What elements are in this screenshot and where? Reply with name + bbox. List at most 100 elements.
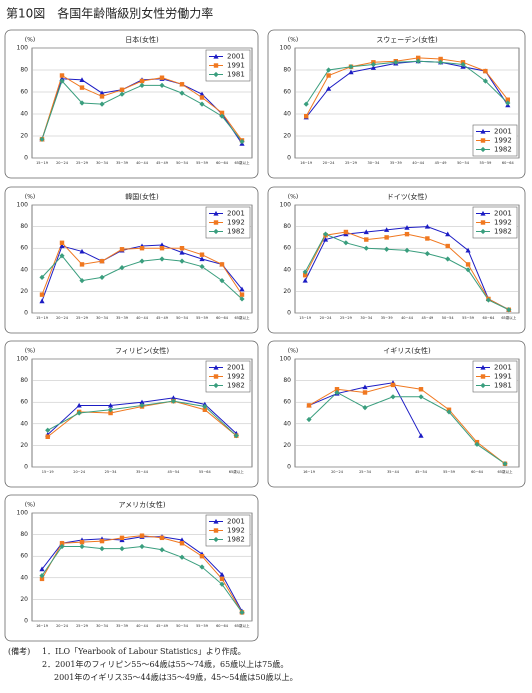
x-tick-label: 45~49 [156,161,168,165]
y-tick-label: 40 [283,420,291,427]
marker [303,101,309,107]
marker [79,539,85,545]
marker [322,236,329,242]
note: 1．ILO「Yearbook of Labour Statistics」より作成… [42,646,246,656]
y-tick-label: 20 [20,442,28,449]
marker [159,242,165,248]
marker [322,231,329,237]
x-tick-label: 65歳以上 [498,469,513,474]
marker [39,298,45,304]
marker [199,95,205,100]
marker [506,307,512,313]
y-tick-label: 80 [20,377,28,384]
y-tick-label: 0 [24,618,28,625]
marker [219,262,225,267]
y-tick-label: 80 [20,67,28,74]
y-axis-label: (%) [25,194,35,201]
y-tick-label: 60 [283,89,291,96]
x-tick-label: 50~54 [176,624,189,628]
panel-frame [267,340,526,488]
x-tick-label: 45~54 [415,470,428,474]
marker [363,245,369,251]
y-tick-label: 60 [20,399,28,406]
y-tick-label: 100 [17,45,29,52]
marker [306,416,312,423]
marker [348,69,354,75]
y-tick-label: 60 [20,553,28,560]
legend-label: 2001 [227,364,245,372]
marker [348,64,354,70]
marker [334,387,340,392]
x-tick-label: 15~19 [42,470,54,474]
marker [76,402,82,408]
marker [219,571,225,577]
marker [460,61,466,68]
legend-label: 1992 [227,527,245,535]
marker [139,402,145,409]
x-tick-label: 55~64 [199,470,212,474]
marker [79,248,85,254]
marker [445,243,450,249]
y-tick-label: 60 [20,89,28,96]
marker [302,269,308,275]
x-tick-label: 20~24 [56,316,69,320]
marker [239,292,245,297]
panel-title: ドイツ(女性) [387,192,428,201]
marker [159,245,165,251]
legend-label: 2001 [227,518,245,526]
y-tick-label: 0 [24,464,28,471]
marker [199,252,205,257]
marker [502,461,508,467]
marker [99,538,105,544]
x-tick-label: 16~19 [36,624,48,628]
series-line [305,60,509,105]
y-tick-label: 20 [20,133,28,140]
marker [384,246,390,252]
panel-title: アメリカ(女性) [118,500,165,509]
x-tick-label: 25~29 [76,624,88,628]
x-tick-label: 60~64 [216,624,229,628]
marker [170,395,177,400]
marker [219,110,225,116]
marker [480,146,486,153]
marker [202,407,208,412]
x-tick-label: 35~44 [387,470,400,474]
y-axis-label: (%) [25,502,35,509]
marker [239,138,245,145]
x-tick-label: 60~64 [483,316,496,320]
marker [108,410,113,416]
x-tick-label: 55~59 [479,161,491,165]
x-tick-label: 35~44 [136,470,149,474]
panel-title: 韓国(女性) [125,192,159,201]
x-tick-label: 20~24 [56,624,69,628]
x-tick-label: 40~44 [136,624,149,628]
legend-label: 1981 [227,71,245,79]
legend-label: 1992 [494,137,512,145]
y-tick-label: 60 [20,245,28,252]
marker [79,543,85,550]
marker [179,258,185,264]
y-tick-label: 80 [20,223,28,230]
marker [219,113,225,119]
x-tick-label: 35~39 [381,316,393,320]
x-tick-label: 65歳以上 [501,315,516,320]
legend-label: 1982 [494,228,512,236]
panel-frame [4,29,259,179]
marker [474,441,480,447]
marker [159,256,165,262]
x-tick-label: 15~19 [36,161,48,165]
x-tick-label: 45~49 [421,316,433,320]
marker [213,228,219,235]
marker [107,402,114,408]
y-axis-label: (%) [288,194,298,201]
x-tick-label: 30~34 [96,624,109,628]
y-tick-label: 100 [280,202,292,209]
marker [418,387,424,392]
marker [438,59,444,65]
y-tick-label: 80 [283,377,291,384]
marker [362,384,368,390]
panel-title: フィリピン(女性) [115,346,170,355]
marker [306,403,312,408]
y-tick-label: 20 [20,596,28,603]
marker [139,82,145,88]
